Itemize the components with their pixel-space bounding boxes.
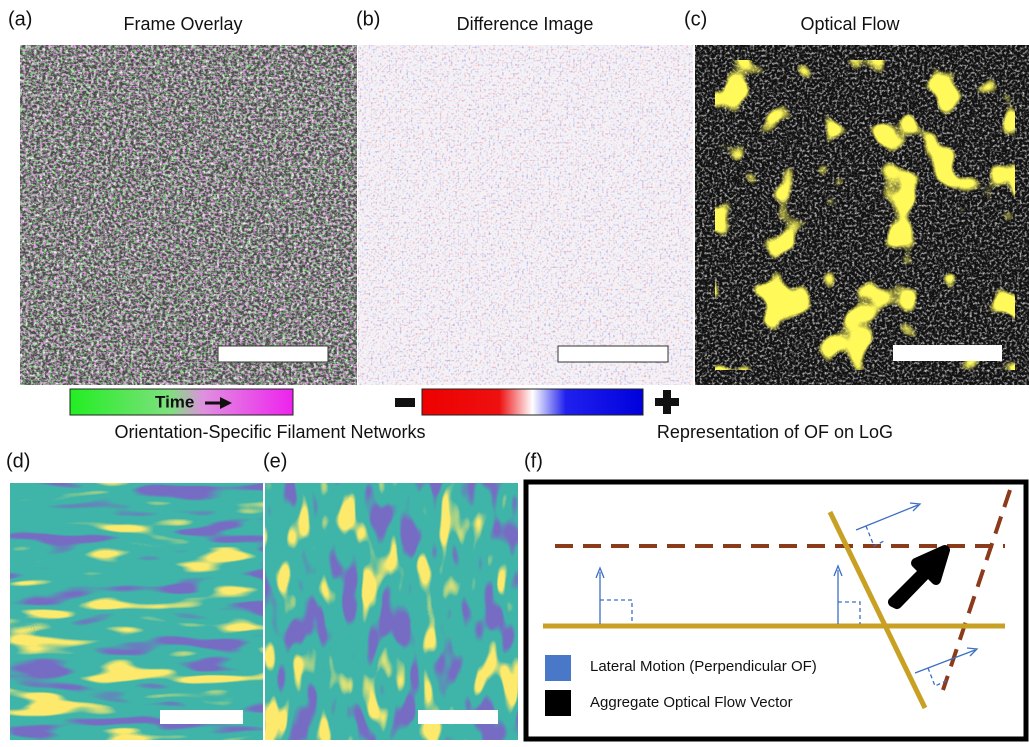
time-colorbar: Time xyxy=(70,389,293,415)
panel-title: Frame Overlay xyxy=(123,14,242,34)
panel-title: Difference Image xyxy=(457,14,594,34)
colorbar-label: Time xyxy=(155,392,194,411)
panel-label: (f) xyxy=(524,450,543,472)
panel-title: Optical Flow xyxy=(800,14,900,34)
diagram-f: Lateral Motion (Perpendicular OF) Aggreg… xyxy=(526,482,1026,739)
image-optical-flow xyxy=(695,45,1029,385)
panel-label: (c) xyxy=(684,8,707,30)
image-frame-overlay xyxy=(20,45,357,385)
caption: Orientation-Specific Filament Networks xyxy=(114,422,425,442)
image-difference xyxy=(358,45,693,385)
panel-label: (b) xyxy=(356,8,380,30)
panel-label: (e) xyxy=(263,450,287,472)
panel-label: (a) xyxy=(8,8,32,30)
caption: Representation of OF on LoG xyxy=(657,422,893,442)
image-filament-e xyxy=(265,483,518,740)
figure: (a) Frame Overlay (b) Difference Image (… xyxy=(0,0,1029,742)
image-filament-d xyxy=(10,483,263,740)
difference-colorbar xyxy=(395,389,679,415)
legend-label: Lateral Motion (Perpendicular OF) xyxy=(590,658,817,675)
legend-label: Aggregate Optical Flow Vector xyxy=(590,694,793,711)
panel-label: (d) xyxy=(6,450,30,472)
